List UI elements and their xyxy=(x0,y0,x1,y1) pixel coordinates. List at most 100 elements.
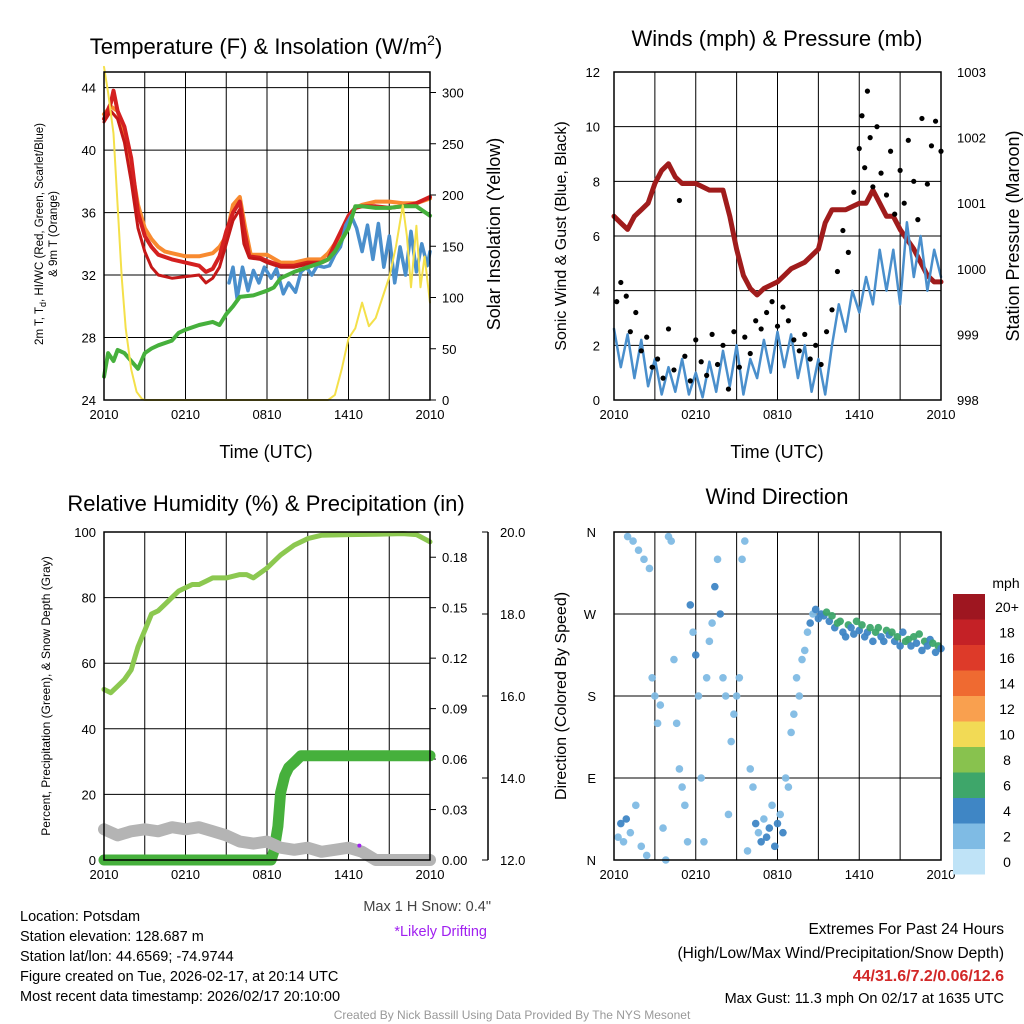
temp-ylabel-line2: & 9m T (Orange) xyxy=(48,191,60,277)
x-tick-label: 0810 xyxy=(253,407,282,422)
gust-point xyxy=(915,217,921,223)
y2-tick-label: 999 xyxy=(957,327,979,342)
temp-ylabel-line1: 2m T, Td, HI/WC (Red, Green, Scarlet/Blu… xyxy=(34,123,48,345)
direction-point xyxy=(811,605,820,614)
gust-point xyxy=(758,326,764,332)
gust-point xyxy=(834,268,841,275)
direction-point xyxy=(874,623,883,632)
gust-point xyxy=(851,189,857,195)
direction-point xyxy=(912,639,921,647)
direction-point xyxy=(762,833,771,842)
x-tick-label: 0210 xyxy=(171,867,200,882)
direction-point xyxy=(702,673,711,682)
series-insolation xyxy=(103,65,431,401)
series-dewpoint xyxy=(102,204,432,379)
direction-point xyxy=(648,673,656,682)
x-tick-label: 1410 xyxy=(334,407,363,422)
x-tick-label: 2010 xyxy=(600,407,629,422)
direction-point xyxy=(686,601,695,609)
direction-point xyxy=(836,617,844,626)
legend-label: 16 xyxy=(999,650,1015,666)
direction-point xyxy=(659,824,667,832)
wind-ylabel: Sonic Wind & Gust (Blue, Black) xyxy=(553,121,570,350)
x-tick-label: 1410 xyxy=(334,867,363,882)
figure-created: Figure created on Tue, 2026-02-17, at 20… xyxy=(20,969,339,985)
direction-point xyxy=(749,783,757,791)
gust-point xyxy=(769,299,775,305)
precip-tick-label: 0.15 xyxy=(442,601,467,616)
gust-point xyxy=(818,361,824,368)
direction-point xyxy=(716,610,725,618)
direction-point xyxy=(735,673,744,682)
drift-point xyxy=(357,843,362,848)
x-tick-label: 0810 xyxy=(763,867,792,882)
direction-point xyxy=(694,692,703,700)
direction-point xyxy=(730,710,738,719)
direction-point xyxy=(675,765,684,773)
drift-note: *Likely Drifting xyxy=(394,924,487,940)
direction-point xyxy=(776,810,785,819)
temp-xlabel: Time (UTC) xyxy=(219,442,312,462)
direction-point xyxy=(705,637,714,646)
direction-point xyxy=(667,537,676,545)
direction-point xyxy=(779,828,787,837)
gust-point xyxy=(638,348,644,354)
direction-point xyxy=(738,555,746,564)
direction-point xyxy=(858,621,866,629)
direction-point xyxy=(708,619,716,627)
series-snow-depth xyxy=(98,821,436,866)
gust-point xyxy=(883,192,890,198)
gust-point xyxy=(928,143,935,149)
gust-point xyxy=(897,167,903,173)
y-tick-label: 4 xyxy=(593,284,600,299)
y-tick-label: 40 xyxy=(82,143,96,158)
direction-point xyxy=(866,623,874,632)
y2-tick-label: 300 xyxy=(442,86,464,101)
direction-point xyxy=(689,628,697,637)
wind-chart-title: Winds (mph) & Pressure (mb) xyxy=(632,26,923,51)
gust-point xyxy=(627,329,633,335)
direction-point xyxy=(640,555,648,564)
direction-point xyxy=(751,819,760,828)
x-tick-label: 0210 xyxy=(681,867,710,882)
y2-tick-label: 998 xyxy=(957,393,979,408)
gust-point xyxy=(796,348,802,354)
legend-swatch xyxy=(953,747,985,773)
direction-point xyxy=(781,774,790,782)
y-tick-label: 8 xyxy=(593,174,600,189)
gust-point xyxy=(704,372,710,378)
y-tick-label: 0 xyxy=(89,853,96,868)
station-location: Location: Potsdam xyxy=(20,909,141,925)
legend-label: 2 xyxy=(1003,829,1011,845)
gust-point xyxy=(859,113,865,119)
y-tick-label: 32 xyxy=(82,268,96,283)
direction-point xyxy=(852,617,861,626)
gust-point xyxy=(742,334,748,340)
direction-point xyxy=(828,612,836,620)
x-tick-label: 1410 xyxy=(845,407,874,422)
gust-point xyxy=(682,353,688,359)
direction-point xyxy=(896,642,904,650)
direction-point xyxy=(697,774,705,782)
direction-point xyxy=(760,815,768,823)
legend-label: 14 xyxy=(999,676,1015,692)
legend-swatch xyxy=(953,823,985,849)
direction-point xyxy=(746,765,755,773)
snow-tick-label: 18.0 xyxy=(500,607,525,622)
station-elevation: Station elevation: 128.687 m xyxy=(20,929,204,945)
legend-swatch xyxy=(953,619,985,645)
precip-tick-label: 0.09 xyxy=(442,702,467,717)
plot-frame xyxy=(103,71,431,401)
direction-point xyxy=(822,608,831,616)
recent-timestamp: Most recent data timestamp: 2026/02/17 2… xyxy=(20,989,341,1005)
y-tick-label: 12 xyxy=(586,65,600,80)
gust-point xyxy=(655,356,661,362)
x-tick-label: 2010 xyxy=(927,867,956,882)
direction-point xyxy=(899,628,907,637)
y-tick-label: 100 xyxy=(74,525,96,540)
direction-point xyxy=(770,842,779,851)
direction-point xyxy=(632,801,640,810)
